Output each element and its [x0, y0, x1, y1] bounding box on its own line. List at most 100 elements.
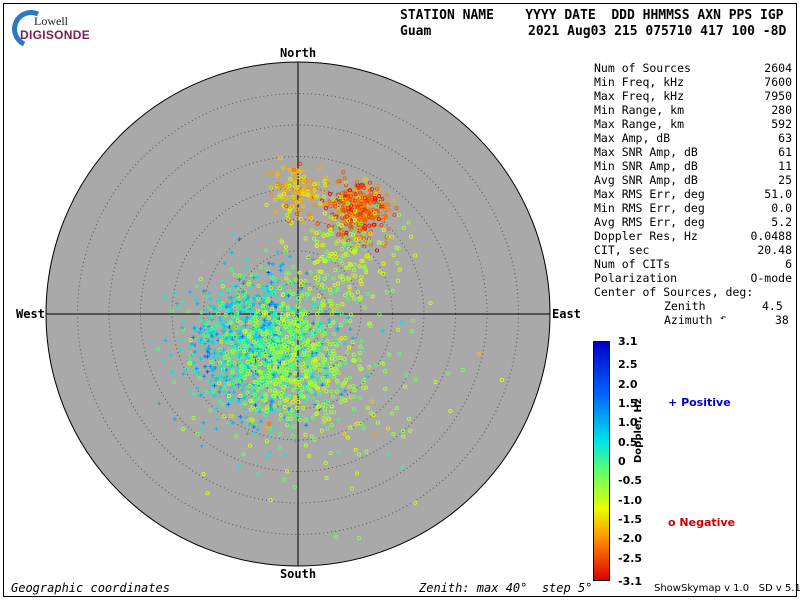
positive-point: [308, 327, 313, 332]
negative-point: [341, 207, 346, 212]
positive-point: [157, 401, 162, 406]
positive-point: [258, 301, 263, 306]
negative-point: [285, 304, 290, 309]
negative-point: [373, 191, 378, 197]
negative-point: [205, 333, 210, 339]
positive-point: [333, 226, 338, 231]
positive-point: [213, 374, 218, 379]
negative-point: [299, 344, 304, 349]
positive-point: [269, 280, 274, 285]
positive-point: [175, 301, 180, 306]
negative-point: [327, 417, 332, 422]
negative-point: [367, 321, 372, 326]
negative-point: [386, 234, 391, 239]
positive-point: [268, 408, 273, 413]
negative-point: [294, 385, 300, 390]
negative-point: [306, 338, 311, 343]
stat-row: Min RMS Err, deg 0.0: [594, 201, 792, 215]
negative-point: [361, 380, 366, 385]
negative-point: [373, 432, 379, 437]
negative-point: [281, 337, 287, 342]
negative-point: [282, 478, 287, 483]
negative-point: [253, 351, 259, 356]
negative-point: [345, 276, 350, 281]
positive-point: [210, 360, 215, 365]
negative-point: [347, 345, 352, 350]
negative-point: [249, 390, 254, 396]
negative-point: [395, 278, 401, 283]
positive-point: [228, 372, 233, 377]
positive-point: [252, 398, 257, 403]
stat-row: Polarization O-mode: [594, 271, 792, 285]
negative-point: [250, 330, 255, 335]
negative-point: [325, 232, 330, 237]
negative-point: [342, 431, 347, 436]
negative-point: [364, 270, 369, 275]
positive-point: [324, 353, 329, 358]
negative-point: [221, 414, 226, 419]
positive-point: [222, 324, 227, 329]
negative-point: [308, 388, 313, 393]
negative-point: [240, 338, 245, 344]
negative-point: [280, 301, 285, 306]
negative-point: [401, 434, 406, 439]
negative-point: [299, 293, 304, 298]
negative-point: [344, 221, 349, 226]
negative-point: [249, 273, 254, 278]
negative-point: [253, 343, 258, 348]
negative-point: [198, 277, 203, 282]
colorbar-tick: -1.5: [618, 513, 643, 527]
stat-row: Max RMS Err, deg 51.0: [594, 187, 792, 201]
negative-point: [312, 343, 317, 348]
negative-point: [397, 267, 403, 272]
negative-point: [359, 281, 364, 286]
negative-point: [293, 180, 298, 185]
negative-point: [317, 404, 322, 409]
negative-point: [181, 426, 186, 432]
negative-point: [263, 337, 268, 342]
negative-point: [336, 204, 341, 209]
positive-point: [335, 327, 340, 332]
negative-point: [314, 259, 319, 265]
negative-point: [355, 471, 360, 476]
negative-point: [377, 312, 382, 317]
negative-point: [236, 306, 241, 311]
positive-point: [269, 403, 274, 408]
positive-point: [217, 289, 222, 294]
positive-point: [343, 388, 348, 393]
positive-point: [229, 363, 234, 368]
negative-point: [340, 228, 345, 234]
negative-point: [386, 226, 391, 231]
positive-point: [207, 311, 212, 316]
negative-point: [292, 371, 297, 376]
negative-point: [287, 402, 292, 407]
positive-point: [215, 417, 220, 422]
negative-point: [191, 415, 196, 420]
positive-point: [192, 392, 197, 397]
negative-point: [367, 239, 372, 244]
negative-point: [321, 188, 326, 193]
negative-point: [353, 192, 358, 197]
negative-point: [261, 313, 266, 318]
negative-point: [321, 416, 326, 421]
negative-point: [191, 368, 196, 373]
negative-point: [368, 197, 373, 202]
negative-point: [291, 265, 296, 270]
negative-point: [221, 334, 226, 339]
positive-point: [333, 316, 338, 321]
positive-point: [228, 314, 233, 319]
negative-point: [352, 388, 357, 393]
positive-point: [243, 362, 248, 367]
negative-point: [303, 236, 308, 241]
positive-point: [346, 315, 351, 320]
negative-point: [264, 439, 269, 444]
positive-point: [365, 374, 370, 379]
negative-point: [356, 185, 361, 190]
negative-point: [252, 408, 258, 413]
positive-point: [240, 387, 245, 392]
negative-point: [291, 413, 296, 418]
negative-point: [286, 219, 291, 224]
negative-point: [247, 332, 252, 337]
negative-point: [290, 400, 295, 405]
west-label: West: [16, 307, 45, 321]
